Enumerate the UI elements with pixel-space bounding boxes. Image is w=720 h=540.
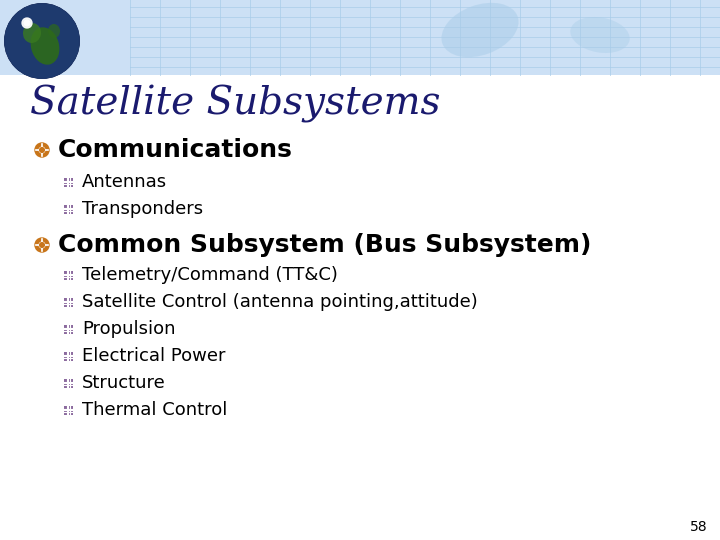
Circle shape: [22, 18, 32, 28]
Ellipse shape: [31, 28, 59, 65]
Circle shape: [35, 143, 49, 157]
Text: Electrical Power: Electrical Power: [82, 347, 225, 365]
Text: Communications: Communications: [58, 138, 293, 162]
FancyBboxPatch shape: [0, 0, 720, 75]
Text: Thermal Control: Thermal Control: [82, 401, 228, 419]
Circle shape: [35, 238, 49, 252]
Text: Satellite Subsystems: Satellite Subsystems: [30, 85, 441, 123]
FancyBboxPatch shape: [63, 178, 73, 186]
Text: Transponders: Transponders: [82, 200, 203, 218]
Polygon shape: [42, 242, 49, 247]
Text: Telemetry/Command (TT&C): Telemetry/Command (TT&C): [82, 266, 338, 284]
Text: Propulsion: Propulsion: [82, 320, 176, 338]
Ellipse shape: [48, 24, 60, 38]
Circle shape: [40, 147, 45, 152]
Polygon shape: [42, 147, 49, 152]
FancyBboxPatch shape: [63, 379, 73, 388]
Polygon shape: [40, 238, 45, 245]
FancyBboxPatch shape: [63, 352, 73, 361]
Polygon shape: [35, 147, 42, 152]
Text: Satellite Control (antenna pointing,attitude): Satellite Control (antenna pointing,atti…: [82, 293, 478, 311]
Polygon shape: [40, 143, 45, 150]
Ellipse shape: [570, 17, 630, 53]
Text: 58: 58: [690, 520, 708, 534]
Circle shape: [5, 4, 79, 78]
FancyBboxPatch shape: [63, 298, 73, 307]
Circle shape: [39, 147, 45, 153]
FancyBboxPatch shape: [63, 325, 73, 334]
Polygon shape: [40, 150, 45, 157]
Circle shape: [39, 242, 45, 248]
Text: Antennas: Antennas: [82, 173, 167, 191]
Circle shape: [24, 20, 30, 26]
Circle shape: [4, 3, 80, 79]
Text: Structure: Structure: [82, 374, 166, 392]
FancyBboxPatch shape: [63, 406, 73, 415]
Text: Common Subsystem (Bus Subsystem): Common Subsystem (Bus Subsystem): [58, 233, 591, 257]
FancyBboxPatch shape: [63, 205, 73, 213]
Polygon shape: [35, 242, 42, 247]
Ellipse shape: [23, 23, 41, 43]
Ellipse shape: [441, 3, 518, 57]
Circle shape: [40, 242, 45, 247]
FancyBboxPatch shape: [63, 271, 73, 280]
Polygon shape: [40, 245, 45, 252]
